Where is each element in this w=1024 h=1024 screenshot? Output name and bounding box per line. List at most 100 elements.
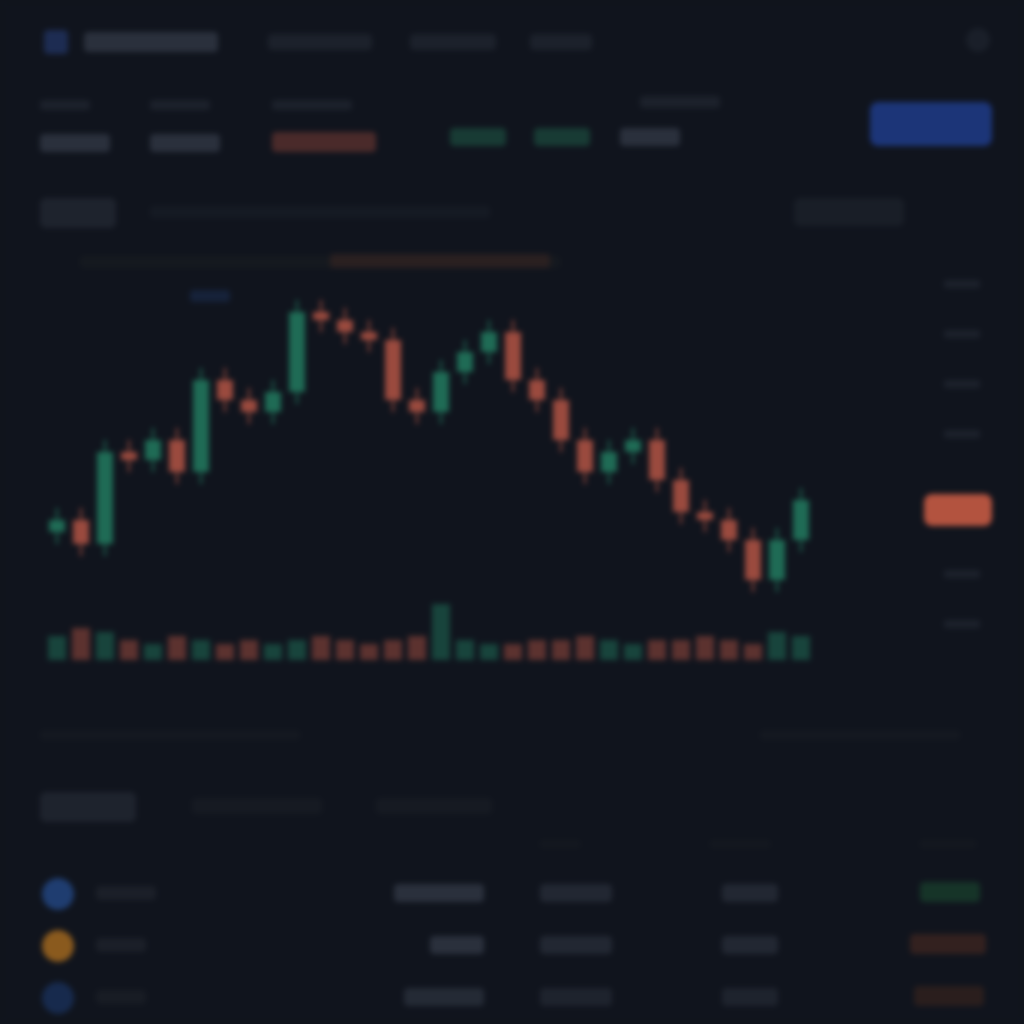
axis-label [944,620,980,628]
indicator-label [190,290,230,302]
asset-icon [42,982,74,1014]
volume-bar [768,632,786,660]
asset-row[interactable] [42,982,984,1014]
candle-body [313,312,329,320]
cell [540,988,612,1006]
candle-body [457,352,473,372]
volume-bar [504,644,522,660]
nav-item[interactable] [268,34,372,50]
candle-body [97,452,113,544]
candle-body [505,332,521,380]
panel-tab[interactable] [376,798,492,814]
axis-label [944,570,980,578]
time-axis [760,730,960,740]
candle-body [553,400,569,440]
last-price-tag [924,494,992,526]
cell [404,988,484,1006]
volume-bar [672,640,690,660]
volume-bar [72,628,90,660]
panel-tab[interactable] [192,798,322,814]
volume-bar [696,636,714,660]
candle-body [793,500,809,540]
candle-body [241,400,257,412]
volume-bar [240,640,258,660]
cell [722,988,778,1006]
candle-body [169,440,185,472]
volume-bar [456,640,474,660]
plot [48,300,810,660]
candle-body [433,372,449,412]
timeframe-tabs[interactable] [150,206,490,218]
cell [722,936,778,954]
column-header [540,840,580,848]
candle-body [289,312,305,392]
stat-value [40,134,110,152]
candle-body [481,332,497,352]
candle-body [49,520,65,532]
ohlc-values [330,254,550,268]
volume-bar [360,644,378,660]
volume-bar [624,644,642,660]
cell [430,936,484,954]
candle-body [73,520,89,544]
candle-body [769,540,785,580]
stat-value [150,134,220,152]
volume-bar [120,640,138,660]
chart-settings[interactable] [794,198,904,226]
volume-bar [96,632,114,660]
price-axis [924,280,992,628]
asset-name [96,990,146,1004]
candle-body [409,400,425,412]
profile-icon[interactable] [966,28,990,52]
asset-row[interactable] [42,878,980,910]
cell [394,884,484,902]
cell [540,884,612,902]
stat-label [40,100,90,110]
volume-bar [168,636,186,660]
stat-pill [450,128,506,146]
candle-body [601,452,617,472]
asset-icon [42,878,74,910]
candle-body [337,320,353,332]
volume-bar [384,640,402,660]
nav-item[interactable] [530,34,592,50]
candle-body [385,340,401,400]
logo [44,30,68,54]
column-header [920,840,976,848]
asset-name [96,886,156,900]
panel-tab[interactable] [40,792,136,822]
candle-body [721,520,737,540]
candle-body [625,440,641,452]
change-cell [910,934,986,954]
volume-bar [528,640,546,660]
stat-change [272,132,376,152]
candle-body [745,540,761,580]
volume-bar [480,644,498,660]
time-axis [40,730,300,740]
axis-label [944,330,980,338]
volume-bar [264,644,282,660]
volume-bar [576,636,594,660]
brand [84,32,218,52]
volume-bar [336,640,354,660]
asset-row[interactable] [42,930,986,962]
volume-bar [720,640,738,660]
volume-bar [408,636,426,660]
candle-body [121,452,137,460]
action-button[interactable] [870,102,992,146]
asset-icon [42,930,74,962]
change-cell [914,986,984,1006]
stat-pill [620,128,680,146]
candle-body [265,392,281,412]
stat-label [272,100,352,110]
volume-bar [648,640,666,660]
volume-bar [144,644,162,660]
timeframe-tab[interactable] [40,198,116,228]
volume-bar [432,604,450,660]
stat-label [150,100,210,110]
nav-item[interactable] [410,34,496,50]
candle-body [145,440,161,460]
